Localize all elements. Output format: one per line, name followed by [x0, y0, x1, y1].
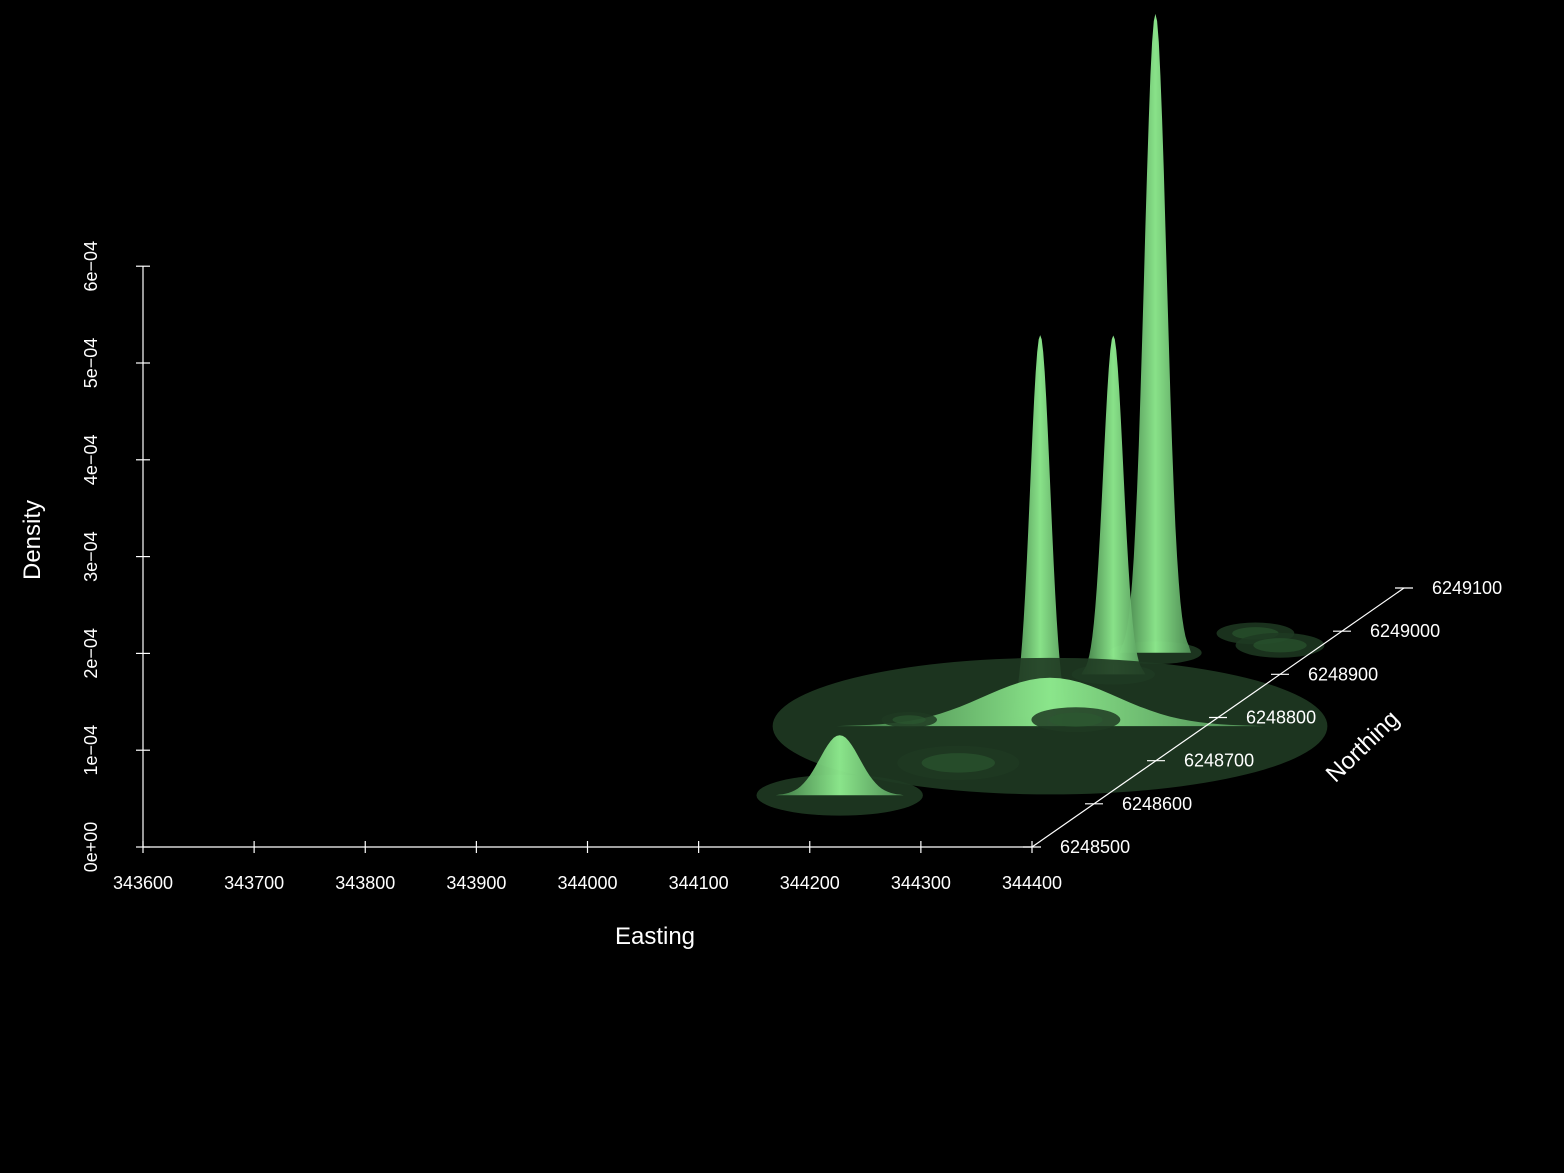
surface-peak — [881, 711, 937, 728]
x-tick-label: 344100 — [669, 873, 729, 893]
surface-mound-core — [921, 753, 995, 773]
surface-mound-core — [892, 715, 926, 725]
peak-surface — [1008, 335, 1073, 718]
surface-mound-core — [1253, 638, 1307, 653]
z-tick-label: 1e−04 — [81, 725, 101, 776]
x-tick-label: 344000 — [557, 873, 617, 893]
x-tick-label: 343600 — [113, 873, 173, 893]
z-axis-title: Density — [19, 500, 46, 580]
peak-surface — [1119, 13, 1191, 653]
y-tick-label: 6248600 — [1122, 794, 1192, 814]
y-tick-label: 6249000 — [1370, 621, 1440, 641]
surface-peak — [1235, 632, 1325, 658]
y-tick-label: 6248500 — [1060, 837, 1130, 857]
y-tick-label: 6248700 — [1184, 751, 1254, 771]
x-tick-label: 344200 — [780, 873, 840, 893]
surface-peak — [1031, 707, 1121, 733]
peak-footprint — [756, 774, 923, 816]
z-tick-label: 0e+00 — [81, 822, 101, 873]
z-tick-label: 5e−04 — [81, 338, 101, 389]
surface-mound-core — [1049, 712, 1103, 727]
z-tick-label: 2e−04 — [81, 628, 101, 679]
y-tick-label: 6248800 — [1246, 708, 1316, 728]
y-tick-label: 6248900 — [1308, 664, 1378, 684]
axes: 343600 343700 343800 343900 344000 344100 3442… — [81, 241, 1502, 893]
surface-peak — [756, 735, 923, 816]
surface-peak — [897, 745, 1020, 781]
z-tick-label: 6e−04 — [81, 241, 101, 292]
x-axis-title: Easting — [615, 923, 695, 950]
y-tick-label: 6249100 — [1432, 578, 1502, 598]
peak-surface — [1081, 335, 1146, 675]
x-tick-label: 344300 — [891, 873, 951, 893]
x-tick-label: 343700 — [224, 873, 284, 893]
x-tick-label: 343800 — [335, 873, 395, 893]
peak-surface — [775, 735, 904, 796]
z-tick-label: 4e−04 — [81, 435, 101, 486]
density-surface — [756, 13, 1328, 816]
z-tick-label: 3e−04 — [81, 531, 101, 582]
peak-surface — [836, 677, 1264, 727]
x-tick-label: 344400 — [1002, 873, 1062, 893]
x-tick-label: 343900 — [446, 873, 506, 893]
